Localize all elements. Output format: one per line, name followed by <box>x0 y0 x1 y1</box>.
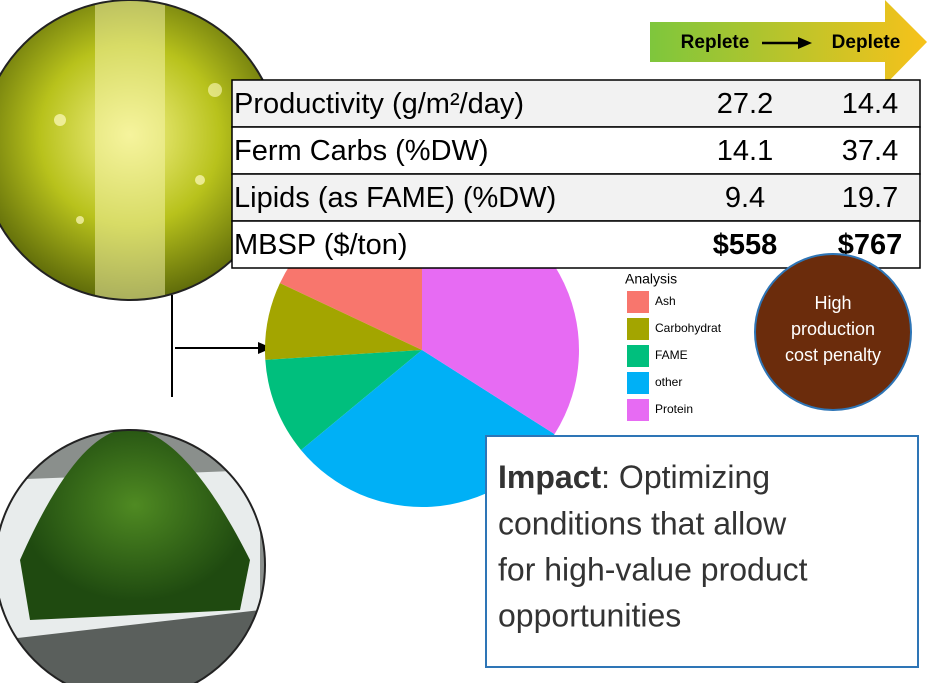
cost-callout: High production cost penalty <box>755 254 911 410</box>
row-label: MBSP ($/ton) <box>234 229 408 261</box>
replete-value: 14.1 <box>717 135 773 167</box>
replete-value: 9.4 <box>725 182 765 214</box>
legend-title: Analysis <box>625 271 677 287</box>
legend: Analysis Ash Carbohydrat FAME other Protein <box>625 271 722 421</box>
legend-label: FAME <box>655 348 688 362</box>
legend-swatch <box>627 318 649 340</box>
impact-box: Impact: Optimizing conditions that allow f… <box>486 436 918 667</box>
legend-swatch <box>627 399 649 421</box>
callout-text: production <box>791 319 875 339</box>
impact-line: conditions that allow <box>498 505 787 541</box>
arrow-to: Deplete <box>832 32 901 53</box>
replete-value: $558 <box>713 229 778 261</box>
row-label: Productivity (g/m²/day) <box>234 88 524 120</box>
callout-text: High <box>814 293 851 313</box>
impact-line: opportunities <box>498 597 681 633</box>
legend-label: Protein <box>655 402 693 416</box>
legend-label: Carbohydrat <box>655 321 722 335</box>
impact-text: Impact: Optimizing <box>498 459 770 495</box>
arrow-from: Replete <box>681 32 750 53</box>
legend-label: Ash <box>655 294 676 308</box>
impact-lead: Impact <box>498 459 601 495</box>
powder-photo <box>0 429 265 683</box>
deplete-value: 19.7 <box>842 182 898 214</box>
callout-text: cost penalty <box>785 345 881 365</box>
impact-line: : Optimizing <box>601 459 770 495</box>
row-label: Ferm Carbs (%DW) <box>234 135 489 167</box>
deplete-value: 37.4 <box>842 135 898 167</box>
legend-swatch <box>627 372 649 394</box>
results-table: Productivity (g/m²/day) 27.2 14.4 Ferm Carb… <box>232 80 920 268</box>
slide: Analysis AshCarbohydratFAMEotherProtein … <box>0 0 927 683</box>
impact-line: for high-value product <box>498 551 808 587</box>
condition-arrow: Replete Deplete <box>650 0 927 85</box>
legend-swatch <box>627 345 649 367</box>
legend-swatch <box>627 291 649 313</box>
row-label: Lipids (as FAME) (%DW) <box>234 182 556 214</box>
replete-value: 27.2 <box>717 88 773 120</box>
deplete-value: 14.4 <box>842 88 898 120</box>
legend-label: other <box>655 375 682 389</box>
